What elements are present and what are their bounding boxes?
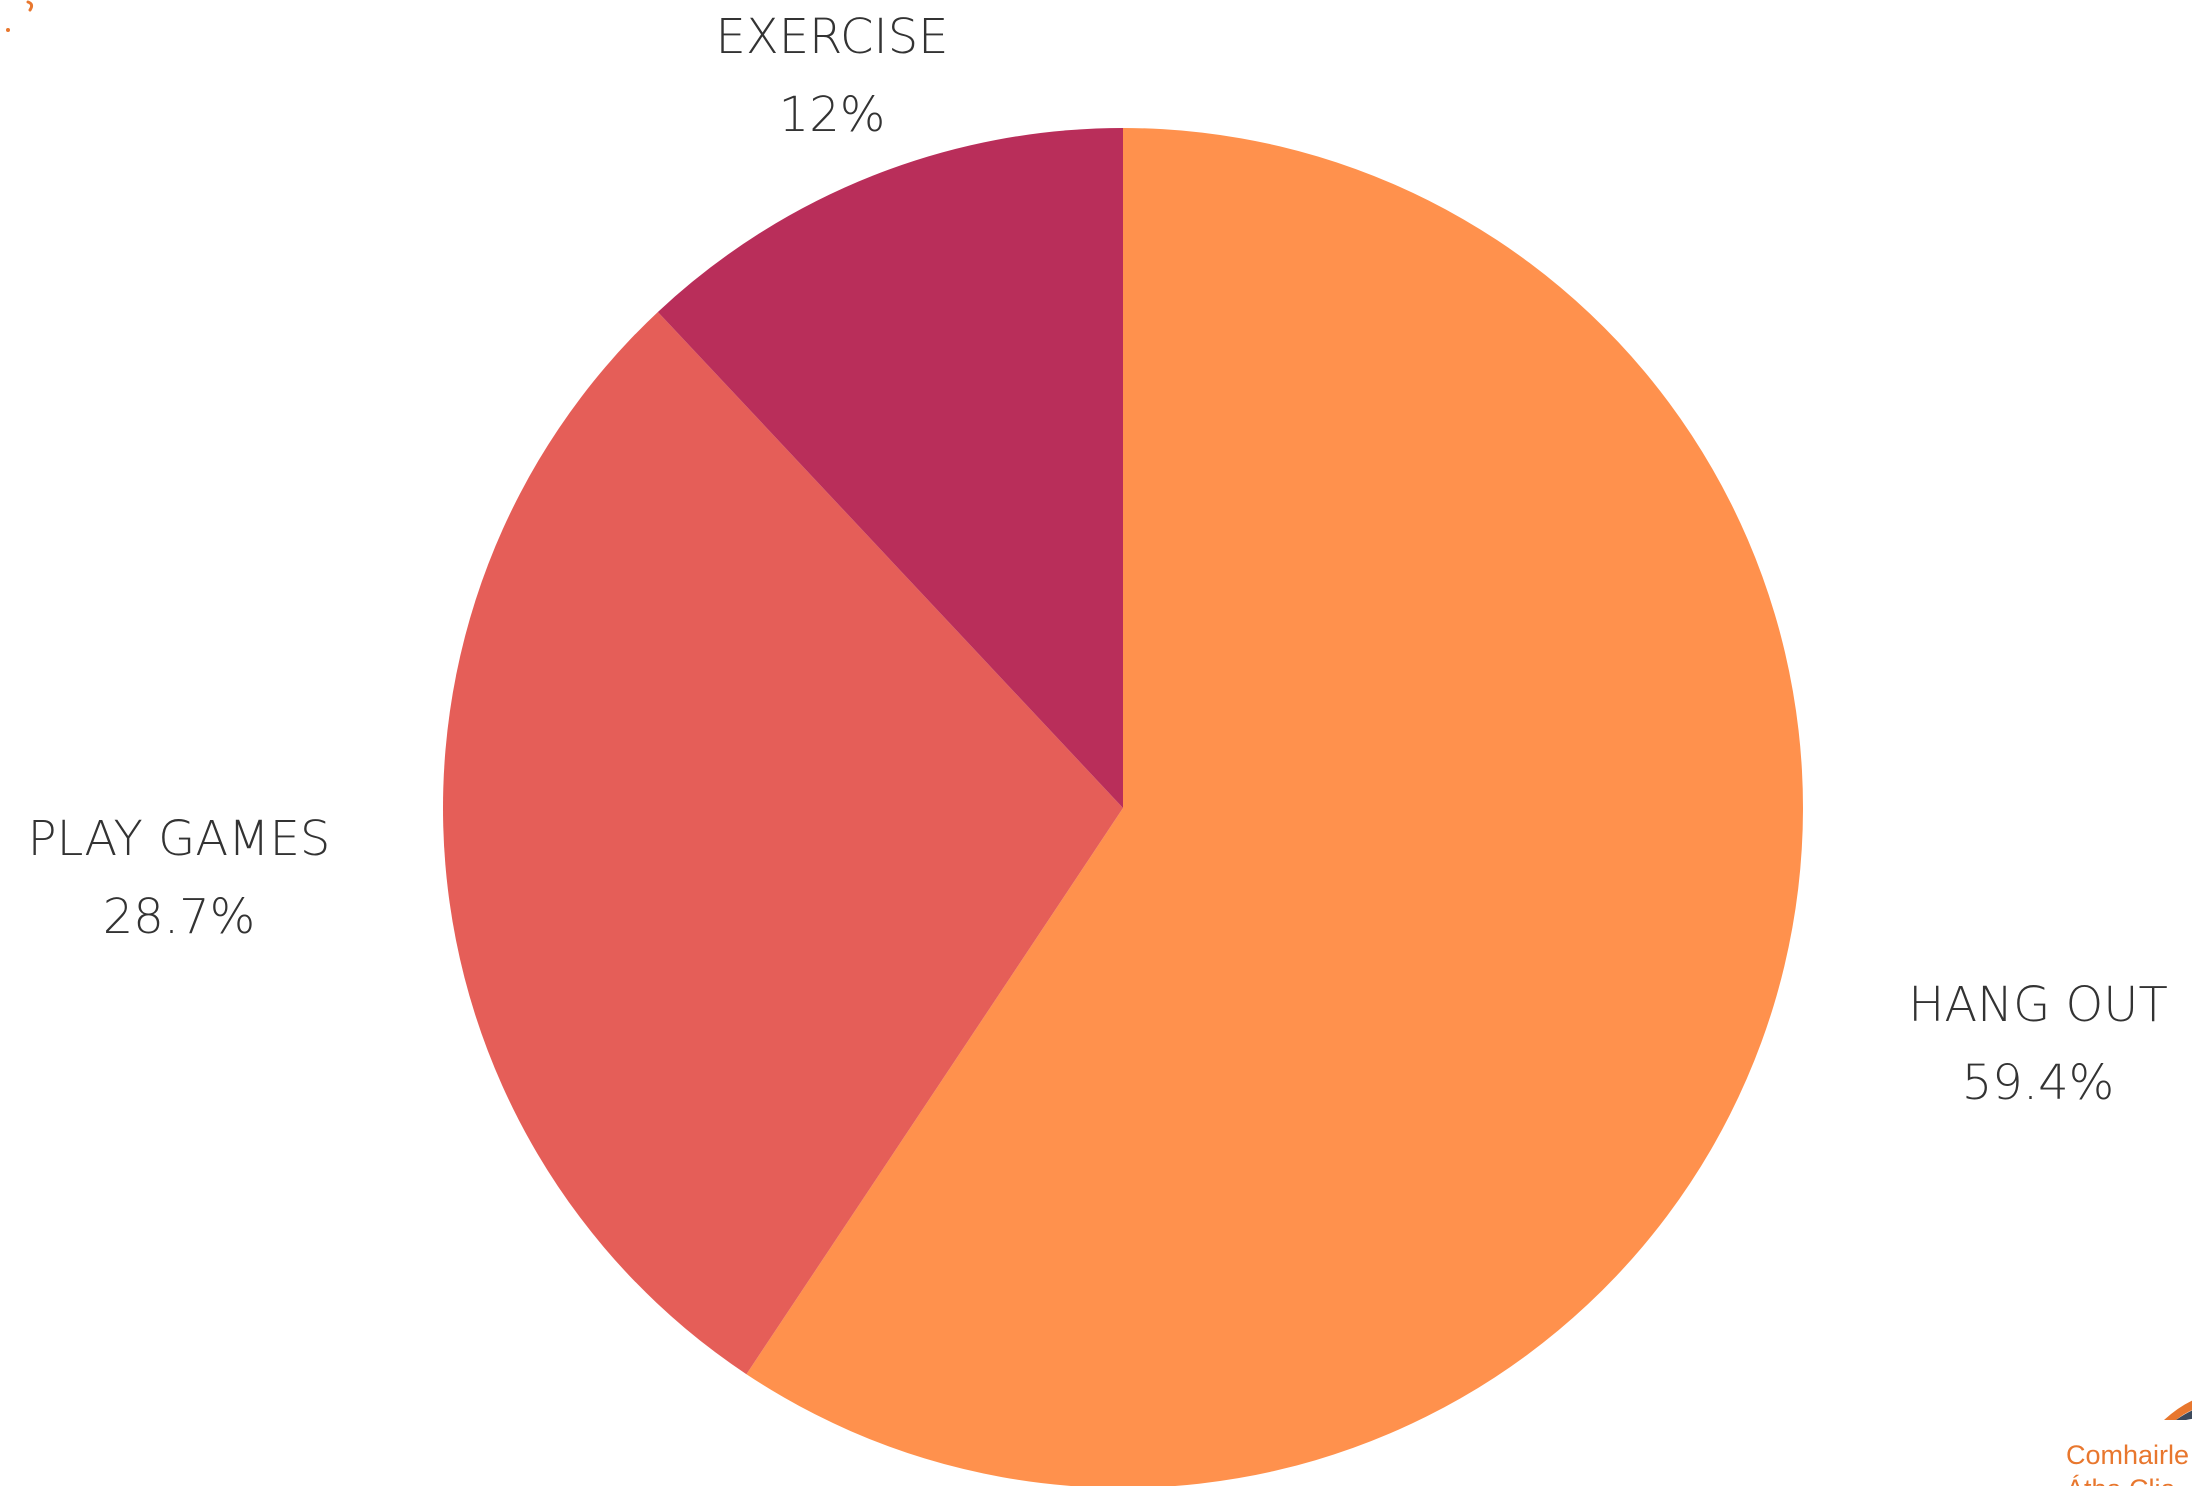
logo-line-1: Comhairle [2066,1440,2190,1470]
corner-decoration-icon [6,0,34,32]
slice-label-play-games-value: 28.7% [102,889,256,945]
slice-label-exercise-value: 12% [778,87,886,143]
pie-slice-hang-out [746,128,1803,1486]
pie-slice-exercise [657,128,1123,808]
logo-line-2: Átha Clia [2066,1472,2189,1486]
pie-slices [442,128,1803,1486]
council-logo-text: Comhairle Átha Clia [2066,1438,2189,1486]
slice-label-exercise: EXERCISE 12% [716,0,949,154]
slice-label-play-games-name: PLAY GAMES [27,811,331,867]
slice-label-play-games: PLAY GAMES 28.7% [28,800,331,956]
slice-label-hang-out-name: HANG OUT [1908,977,2168,1033]
pie-slice-play-games [442,311,1123,1375]
slice-label-hang-out-value: 59.4% [1961,1055,2115,1111]
slice-label-hang-out: HANG OUT 59.4% [1908,966,2168,1122]
slice-label-exercise-name: EXERCISE [715,9,949,65]
council-logo-icon [2164,1400,2192,1420]
